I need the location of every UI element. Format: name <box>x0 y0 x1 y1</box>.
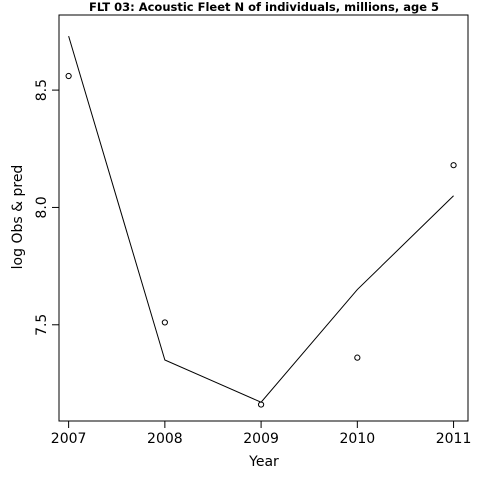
y-axis: 7.5 8.0 8.5 <box>34 79 59 336</box>
observed-point <box>161 319 168 326</box>
y-tick-label: 8.0 <box>34 196 50 218</box>
observed-point <box>65 72 72 80</box>
x-tick-label: 2010 <box>340 431 376 447</box>
x-axis-label: Year <box>248 454 279 470</box>
x-tick-label: 2008 <box>147 431 183 447</box>
x-tick-label: 2009 <box>243 431 279 447</box>
y-tick-label: 8.5 <box>34 79 50 101</box>
observed-point <box>450 162 457 169</box>
x-tick-label: 2011 <box>436 431 472 447</box>
x-axis: 2007 2008 2009 2010 2011 <box>51 421 472 447</box>
plot-marks <box>65 35 457 408</box>
predicted-line <box>68 35 454 403</box>
chart-title: FLT 03: Acoustic Fleet N of individuals,… <box>89 0 439 14</box>
y-axis-label: log Obs & pred <box>10 165 26 270</box>
y-tick-label: 7.5 <box>34 314 50 336</box>
observed-point <box>354 354 361 361</box>
plot-frame <box>58 14 469 422</box>
x-tick-label: 2007 <box>51 431 87 447</box>
